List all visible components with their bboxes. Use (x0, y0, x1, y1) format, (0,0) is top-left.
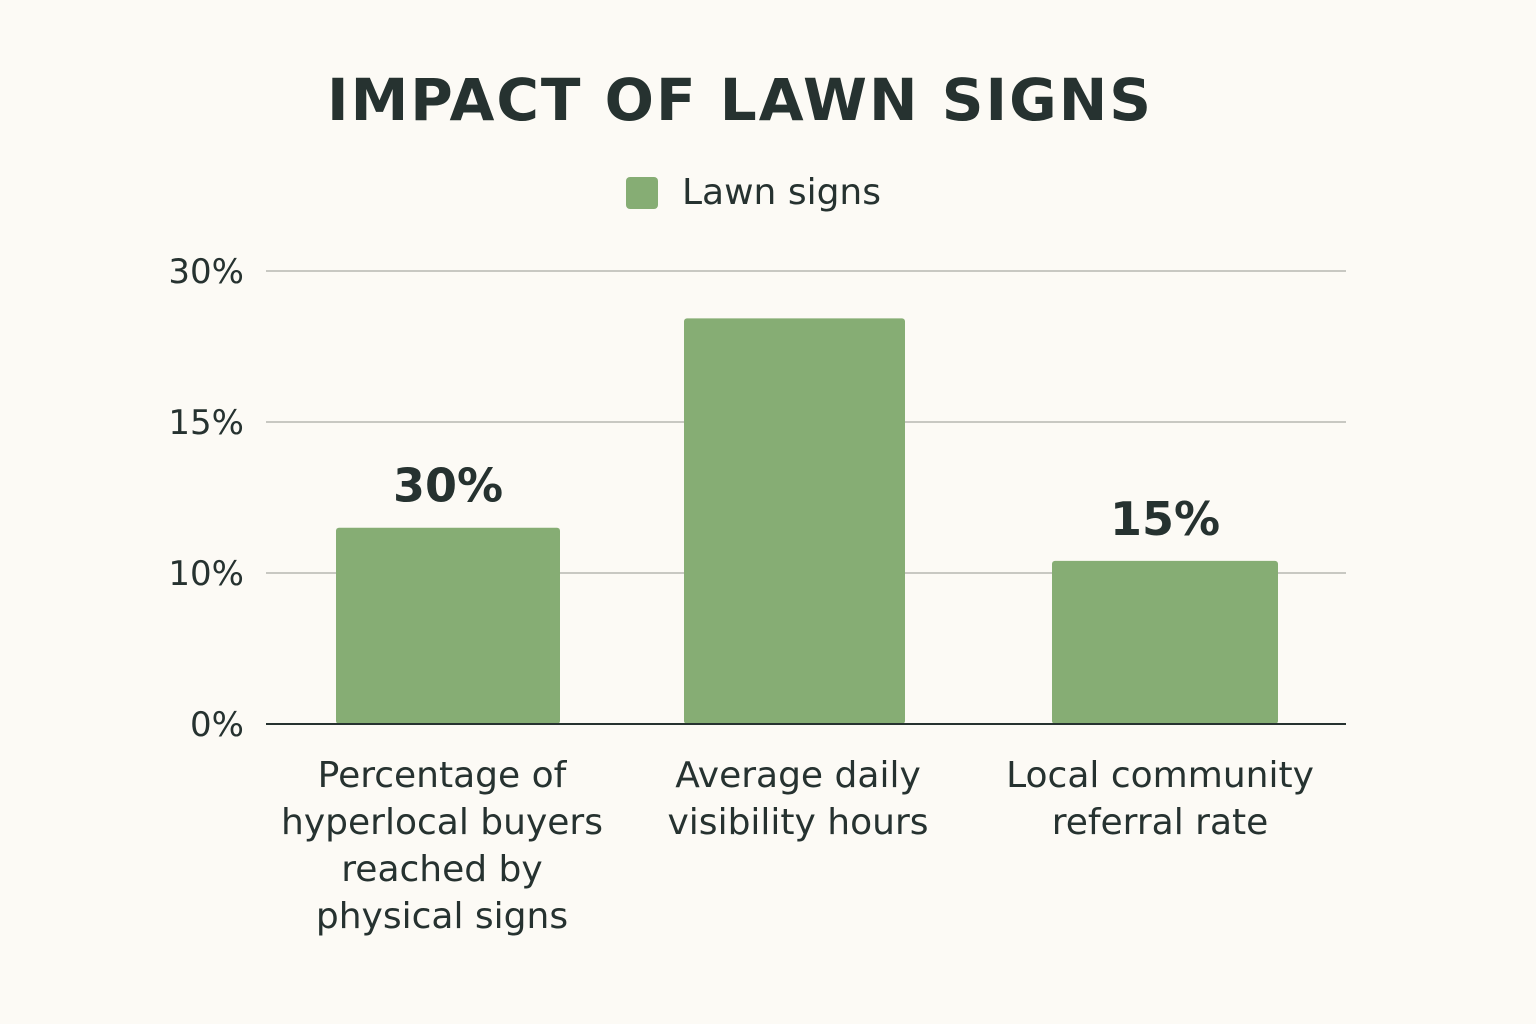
data-label: 30% (393, 459, 503, 513)
bar (684, 318, 905, 724)
x-label-0: Percentage of hyperlocal buyers reached … (281, 755, 603, 937)
legend: Lawn signs (626, 172, 881, 213)
x-label-1: Average daily visibility hours (667, 755, 929, 843)
x-label-2: Local community referral rate (1006, 755, 1314, 843)
legend-swatch (626, 176, 658, 209)
bar (336, 527, 560, 724)
y-tick-label: 0% (190, 705, 244, 745)
chart-title: IMPACT OF LAWN SIGNS (326, 66, 1154, 134)
y-tick-label: 10% (168, 554, 244, 594)
legend-label: Lawn signs (682, 172, 882, 213)
bar (1052, 560, 1278, 724)
y-tick-label: 15% (168, 403, 244, 443)
data-label: 15% (1110, 492, 1220, 546)
y-tick-label: 30% (168, 252, 244, 292)
